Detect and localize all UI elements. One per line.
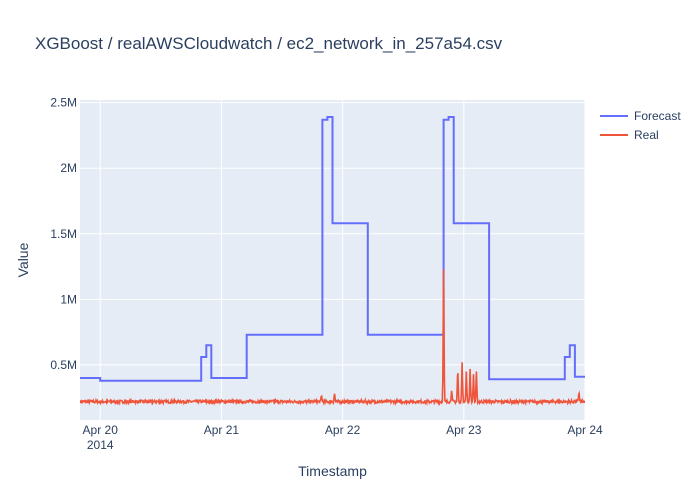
y-tick-label: 1M bbox=[60, 292, 77, 306]
legend-swatch-real bbox=[600, 133, 628, 136]
chart-title: XGBoost / realAWSCloudwatch / ec2_networ… bbox=[35, 34, 503, 53]
series-real-line bbox=[80, 269, 585, 407]
y-axis-title: Value bbox=[15, 242, 31, 277]
legend-item-real[interactable]: Real bbox=[600, 125, 681, 144]
x-tick-sublabel: 2014 bbox=[87, 438, 114, 452]
y-tick-label: 1.5M bbox=[50, 227, 77, 241]
legend: Forecast Real bbox=[600, 106, 681, 144]
legend-swatch-forecast bbox=[600, 114, 628, 117]
x-tick-label: Apr 23 bbox=[446, 423, 482, 437]
x-tick-label: Apr 21 bbox=[204, 423, 240, 437]
y-tick-label: 0.5M bbox=[50, 358, 77, 372]
legend-label-forecast: Forecast bbox=[634, 108, 681, 123]
x-tick-label: Apr 22 bbox=[325, 423, 361, 437]
legend-label-real: Real bbox=[634, 127, 659, 142]
x-tick-label: Apr 20 bbox=[83, 423, 119, 437]
y-tick-label: 2M bbox=[60, 161, 77, 175]
legend-item-forecast[interactable]: Forecast bbox=[600, 106, 681, 125]
series-layer bbox=[80, 116, 585, 407]
grid-lines bbox=[80, 100, 586, 420]
series-forecast-line bbox=[80, 116, 585, 382]
x-axis-title: Timestamp bbox=[298, 463, 367, 479]
x-tick-label: Apr 24 bbox=[567, 423, 603, 437]
y-tick-label: 2.5M bbox=[50, 96, 77, 110]
